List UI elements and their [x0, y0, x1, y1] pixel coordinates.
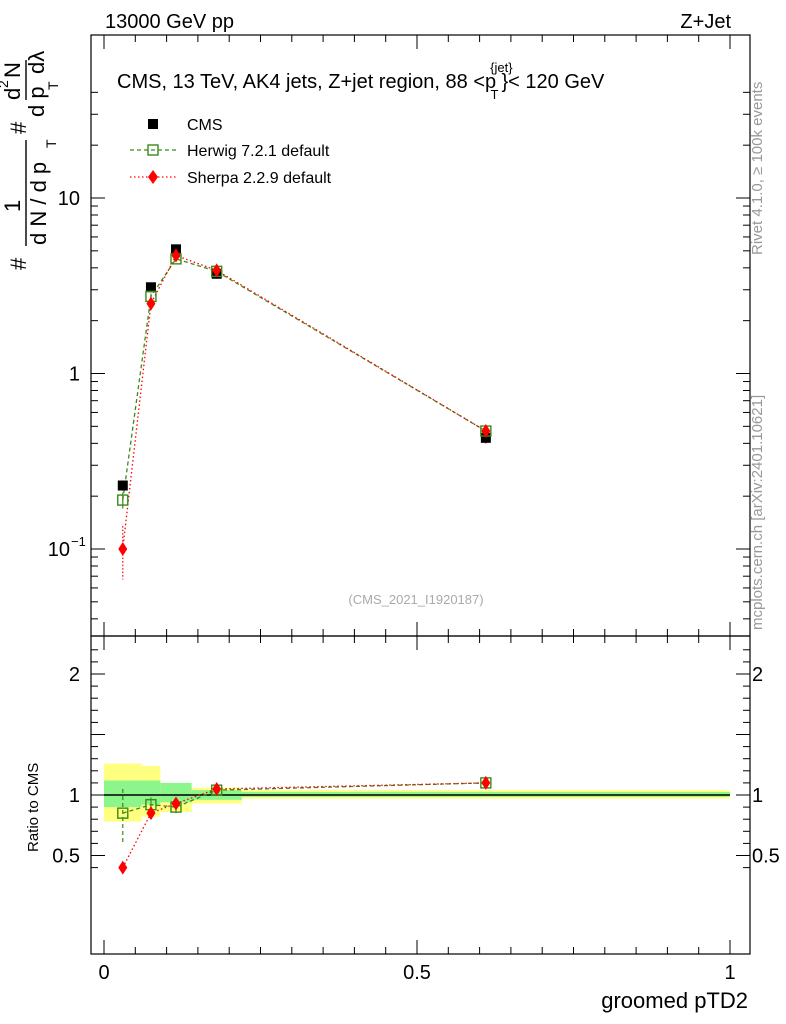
ratio-y-tick-label-right: 1	[752, 785, 763, 807]
x-tick-label: 0	[98, 962, 109, 984]
sherpa-data-point	[146, 296, 156, 311]
main-y-tick-label: 10	[48, 539, 70, 561]
ratio-y-tick-label-right: 2	[752, 664, 763, 686]
header-energy-label: 13000 GeV pp	[105, 11, 234, 33]
ylabel-dp-sub: T	[45, 81, 61, 90]
x-tick-label: 0.5	[403, 962, 431, 984]
plot-title-t-subscript: T	[491, 87, 499, 102]
ratio-y-axis-label: Ratio to CMS	[25, 763, 42, 852]
plot-title: CMS, 13 TeV, AK4 jets, Z+jet region, 88 …	[117, 60, 605, 102]
cms-uncertainty-band-inner	[141, 780, 161, 805]
main-y-tick-label-exponent: −1	[71, 534, 86, 549]
sherpa-data-point	[481, 424, 491, 439]
legend-cms-marker	[148, 119, 158, 129]
plot-title-range-end: }< 120 GeV	[502, 71, 606, 93]
header-process-label: Z+Jet	[680, 11, 731, 33]
cms-uncertainty-band-inner	[104, 780, 142, 808]
ratio-y-tick-label: 1	[69, 785, 80, 807]
ratio-plot-panel: 0.5 0.5 1 1 2 2 0 0.5 1	[52, 635, 780, 984]
sherpa-ratio-point	[171, 796, 181, 811]
ylabel-denominator-sub: T	[43, 139, 59, 148]
ylabel-denominator: d N / d p	[26, 162, 51, 245]
ylabel-hash-1: #	[6, 257, 31, 270]
ylabel-dp: d p	[24, 86, 49, 117]
plot-title-text: CMS, 13 TeV, AK4 jets, Z+jet region, 88 …	[117, 71, 496, 93]
legend-sherpa-marker	[148, 170, 158, 184]
ylabel-dlambda: dλ	[24, 51, 49, 74]
main-y-tick-label: 1	[69, 364, 80, 386]
sherpa-data-point	[118, 542, 128, 556]
plot-title-jet-superscript: {jet}	[490, 60, 513, 75]
ratio-y-tick-label: 2	[69, 664, 80, 686]
sherpa-ratio-point	[481, 775, 491, 790]
ylabel-one: 1	[0, 200, 25, 212]
mcplots-reference-label: mcplots.cern.ch [arXiv:2401.10621]	[749, 395, 766, 630]
main-y-axis-label: # 1 d N / d p T # d p T d 2 N dλ	[0, 51, 61, 270]
sherpa-data-point	[171, 248, 181, 263]
ratio-y-tick-label-right: 0.5	[752, 846, 780, 868]
ylabel-numerator-n: N	[0, 62, 25, 78]
sherpa-ratio-point	[118, 860, 128, 875]
legend-herwig-label: Herwig 7.2.1 default	[187, 143, 330, 160]
main-y-tick-label: 10	[58, 188, 80, 210]
ylabel-hash-2: #	[6, 121, 31, 134]
ylabel-numerator-d: d	[0, 88, 25, 100]
legend-cms-label: CMS	[187, 117, 223, 134]
legend-sherpa-label: Sherpa 2.2.9 default	[187, 170, 332, 187]
sherpa-ratio-point	[146, 806, 156, 821]
herwig-data-point	[117, 494, 129, 506]
cms-uncertainty-band-inner	[160, 782, 192, 803]
legend: CMS Herwig 7.2.1 default Sherpa 2.2.9 de…	[130, 117, 332, 187]
ylabel-numerator-sup: 2	[0, 80, 11, 88]
legend-herwig-marker	[147, 144, 159, 156]
ratio-y-tick-label: 0.5	[52, 846, 80, 868]
herwig-ratio-point	[117, 807, 129, 819]
sherpa-data-point	[212, 263, 222, 278]
x-tick-label: 1	[724, 962, 735, 984]
herwig-line	[122, 258, 487, 501]
sherpa-line	[122, 254, 487, 550]
analysis-watermark: (CMS_2021_I1920187)	[348, 592, 483, 607]
cms-data-point	[145, 282, 156, 293]
rivet-version-label: Rivet 4.1.0, ≥ 100k events	[749, 82, 766, 255]
x-axis-label: groomed pTD2	[601, 988, 748, 1013]
sherpa-ratio-point	[212, 781, 222, 796]
cms-data-point	[117, 480, 128, 491]
